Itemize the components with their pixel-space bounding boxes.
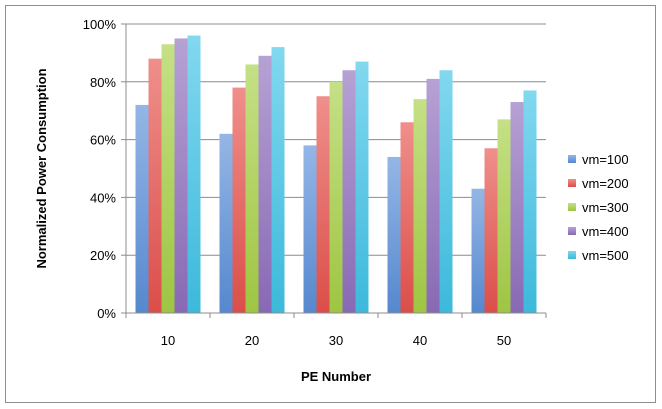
legend-swatch bbox=[568, 227, 576, 235]
tick-labels: 0% 20% 40% 60% 80% 100% 10 20 30 40 50 bbox=[83, 17, 511, 348]
x-axis-title: PE Number bbox=[301, 369, 371, 384]
bar-vm-100-pe-30 bbox=[303, 145, 317, 313]
bar-vm-200-pe-20 bbox=[232, 87, 246, 313]
bar-chart: 0% 20% 40% 60% 80% 100% 10 20 30 40 50 Normalized … bbox=[34, 17, 629, 384]
bar-vm-500-pe-40 bbox=[439, 70, 453, 314]
bar-vm-300-pe-20 bbox=[245, 64, 259, 314]
y-axis-title: Normalized Power Consumption bbox=[34, 68, 49, 268]
x-tick-label: 30 bbox=[329, 333, 343, 348]
bar-vm-300-pe-40 bbox=[413, 99, 427, 313]
y-tick-label: 20% bbox=[90, 248, 116, 263]
bar-vm-400-pe-30 bbox=[342, 70, 356, 314]
bar-vm-500-pe-50 bbox=[523, 90, 537, 313]
bar-vm-400-pe-10 bbox=[174, 38, 188, 313]
bar-vm-200-pe-50 bbox=[484, 148, 498, 313]
bar-vm-300-pe-50 bbox=[497, 119, 511, 314]
axes bbox=[121, 23, 547, 318]
bar-vm-100-pe-10 bbox=[135, 104, 149, 313]
legend: vm=100 vm=200 vm=300 vm=400 vm=500 bbox=[568, 152, 629, 263]
bars bbox=[135, 35, 537, 314]
y-tick-label: 40% bbox=[90, 190, 116, 205]
legend-swatch bbox=[568, 203, 576, 211]
legend-label: vm=300 bbox=[582, 200, 629, 215]
bar-vm-200-pe-10 bbox=[148, 58, 162, 314]
bar-vm-400-pe-40 bbox=[426, 78, 440, 313]
bar-vm-300-pe-10 bbox=[161, 44, 175, 313]
bar-vm-400-pe-20 bbox=[258, 55, 272, 313]
x-tick-label: 50 bbox=[497, 333, 511, 348]
bar-vm-200-pe-30 bbox=[316, 96, 330, 313]
bar-vm-500-pe-20 bbox=[271, 47, 285, 314]
chart-frame: 0% 20% 40% 60% 80% 100% 10 20 30 40 50 Normalized … bbox=[5, 5, 656, 403]
bar-vm-300-pe-30 bbox=[329, 81, 343, 313]
legend-label: vm=400 bbox=[582, 224, 629, 239]
bar-vm-200-pe-40 bbox=[400, 122, 414, 313]
y-tick-label: 80% bbox=[90, 75, 116, 90]
legend-swatch bbox=[568, 251, 576, 259]
legend-label: vm=200 bbox=[582, 176, 629, 191]
y-tick-label: 0% bbox=[97, 306, 116, 321]
legend-swatch bbox=[568, 155, 576, 163]
bar-vm-100-pe-40 bbox=[387, 156, 401, 313]
x-tick-label: 20 bbox=[245, 333, 259, 348]
legend-label: vm=100 bbox=[582, 152, 629, 167]
bar-vm-100-pe-50 bbox=[471, 188, 485, 313]
legend-swatch bbox=[568, 179, 576, 187]
bar-vm-400-pe-50 bbox=[510, 102, 524, 313]
x-tick-label: 10 bbox=[161, 333, 175, 348]
x-tick-label: 40 bbox=[413, 333, 427, 348]
y-tick-label: 60% bbox=[90, 133, 116, 148]
bar-vm-500-pe-30 bbox=[355, 61, 369, 313]
bar-vm-100-pe-20 bbox=[219, 133, 233, 313]
legend-label: vm=500 bbox=[582, 248, 629, 263]
bar-vm-500-pe-10 bbox=[187, 35, 201, 313]
y-tick-label: 100% bbox=[83, 17, 117, 32]
